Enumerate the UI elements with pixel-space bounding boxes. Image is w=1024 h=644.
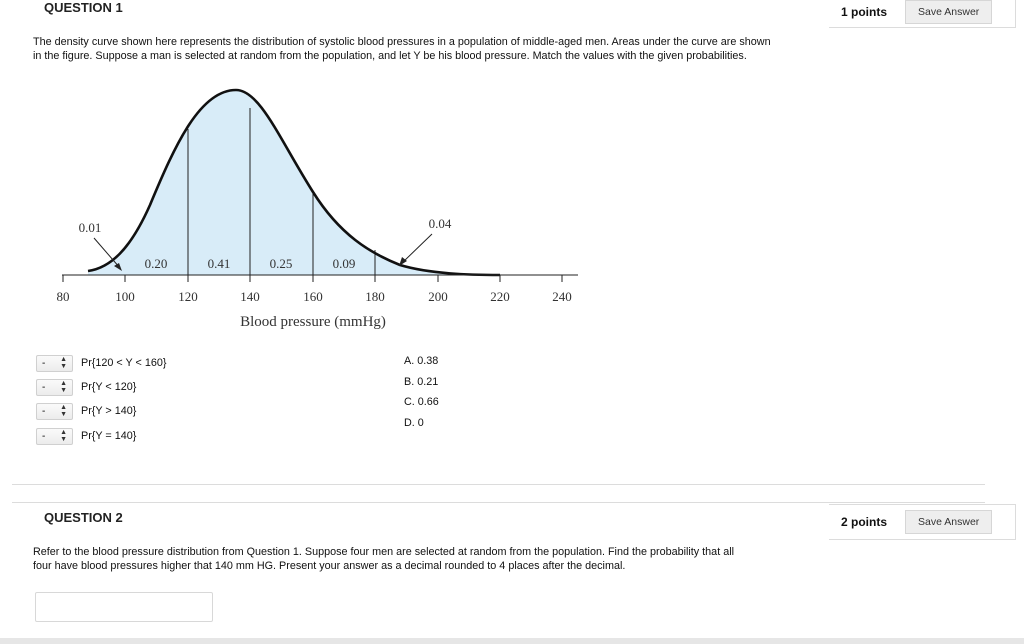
area-label-100-120: 0.20 — [145, 256, 168, 271]
match-select-4[interactable]: - ▲ ▼ — [36, 427, 73, 445]
tick-label-240: 240 — [552, 289, 572, 304]
match-label-2: Pr{Y < 120} — [81, 381, 137, 393]
tick-label-160: 160 — [303, 289, 323, 304]
answer-option-b: B. 0.21 — [404, 376, 439, 388]
right-tail-label: 0.04 — [429, 216, 452, 231]
tick-label-200: 200 — [428, 289, 448, 304]
match-select-1-value: - — [42, 357, 46, 369]
question-divider — [12, 502, 985, 503]
question-divider — [12, 484, 985, 485]
area-label-140-160: 0.25 — [270, 256, 293, 271]
question-2-title: QUESTION 2 — [44, 510, 123, 525]
match-select-3[interactable]: - ▲ ▼ — [36, 402, 73, 420]
match-label-4: Pr{Y = 140} — [81, 430, 137, 442]
match-row-2: - ▲ ▼ Pr{Y < 120} — [36, 378, 136, 396]
match-label-1: Pr{120 < Y < 160} — [81, 357, 167, 369]
question-2-save-button[interactable]: Save Answer — [905, 510, 993, 534]
match-row-1: - ▲ ▼ Pr{120 < Y < 160} — [36, 354, 166, 372]
x-axis-ticks — [62, 275, 563, 282]
density-curve-figure: 80 100 120 140 160 180 200 220 240 Blood… — [57, 88, 578, 330]
match-select-3-value: - — [42, 405, 46, 417]
question-1-save-button[interactable]: Save Answer — [905, 0, 993, 24]
question-1-points-box: 1 points Save Answer — [829, 0, 1016, 28]
tick-label-220: 220 — [490, 289, 510, 304]
tick-label-180: 180 — [365, 289, 385, 304]
left-tail-label: 0.01 — [79, 220, 102, 235]
question-1-title: QUESTION 1 — [44, 0, 123, 15]
bottom-scroll-area — [0, 638, 1024, 644]
density-curve — [87, 88, 501, 277]
tick-label-80: 80 — [57, 289, 70, 304]
question-2-points-box: 2 points Save Answer — [829, 504, 1016, 540]
match-row-4: - ▲ ▼ Pr{Y = 140} — [36, 427, 136, 445]
tick-label-100: 100 — [115, 289, 135, 304]
question-2-points: 2 points — [841, 515, 888, 529]
question-1-text: The density curve shown here represents … — [33, 36, 771, 62]
question-2-text: Refer to the blood pressure distribution… — [33, 546, 734, 572]
answer-option-d: D. 0 — [404, 417, 424, 429]
select-arrows-icon: ▲ ▼ — [60, 404, 67, 418]
answer-option-a: A. 0.38 — [404, 355, 439, 367]
tick-label-120: 120 — [178, 289, 198, 304]
left-tail-arrowhead — [114, 263, 122, 271]
match-row-3: - ▲ ▼ Pr{Y > 140} — [36, 402, 136, 420]
match-label-3: Pr{Y > 140} — [81, 405, 137, 417]
answer-option-c: C. 0.66 — [404, 396, 439, 408]
density-area — [88, 90, 500, 275]
match-select-2-value: - — [42, 381, 46, 393]
area-label-160-180: 0.09 — [333, 256, 356, 271]
tick-label-140: 140 — [240, 289, 260, 304]
area-label-120-140: 0.41 — [208, 256, 231, 271]
right-tail-arrowhead — [399, 257, 407, 266]
question-1-points: 1 points — [841, 5, 888, 19]
select-arrows-icon: ▲ ▼ — [60, 429, 67, 443]
match-select-1[interactable]: - ▲ ▼ — [36, 354, 73, 372]
x-axis-label: Blood pressure (mmHg) — [240, 314, 386, 330]
select-arrows-icon: ▲ ▼ — [60, 356, 67, 370]
match-select-2[interactable]: - ▲ ▼ — [36, 378, 73, 396]
question-2-answer-input[interactable] — [35, 592, 213, 622]
select-arrows-icon: ▲ ▼ — [60, 380, 67, 394]
left-tail-pointer — [93, 237, 121, 269]
match-select-4-value: - — [42, 430, 46, 442]
right-tail-pointer — [401, 233, 433, 264]
